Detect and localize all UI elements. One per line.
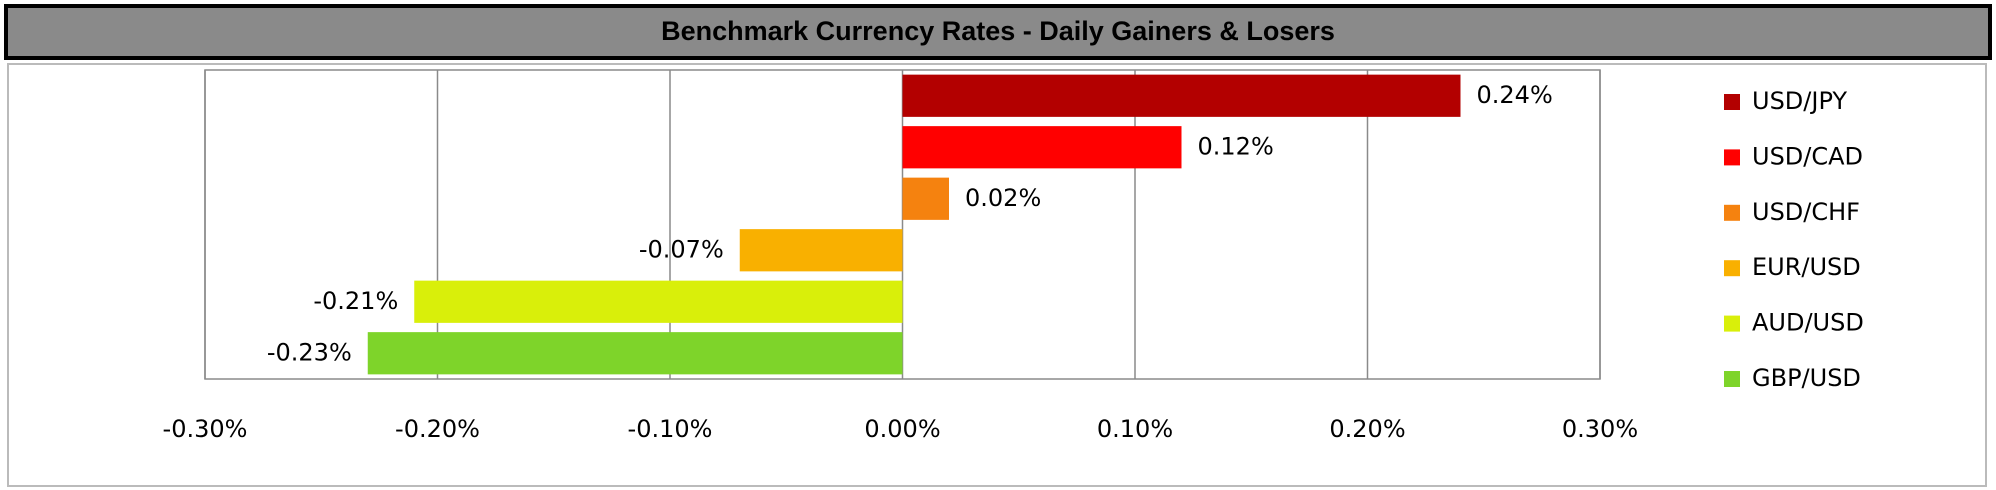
bar bbox=[414, 280, 903, 323]
legend-label: USD/CHF bbox=[1752, 198, 1860, 226]
legend-swatch bbox=[1724, 260, 1740, 277]
legend-label: AUD/USD bbox=[1752, 309, 1864, 337]
chart-title: Benchmark Currency Rates - Daily Gainers… bbox=[661, 16, 1335, 46]
title-bar bbox=[4, 4, 1992, 60]
legend-label: USD/JPY bbox=[1752, 87, 1847, 115]
legend-label: EUR/USD bbox=[1752, 253, 1861, 281]
value-label: 0.02% bbox=[965, 184, 1041, 212]
bar bbox=[739, 229, 903, 272]
legend-swatch bbox=[1724, 371, 1740, 387]
value-label: 0.12% bbox=[1198, 132, 1274, 160]
bar bbox=[902, 177, 949, 220]
legend-swatch bbox=[1724, 315, 1740, 332]
bar bbox=[902, 126, 1182, 169]
value-label: 0.24% bbox=[1477, 81, 1553, 109]
legend-swatch bbox=[1724, 94, 1740, 110]
value-label: -0.07% bbox=[639, 235, 724, 263]
legend-label: GBP/USD bbox=[1752, 364, 1861, 392]
x-tick-label: 0.00% bbox=[864, 415, 940, 443]
legend-label: USD/CAD bbox=[1752, 142, 1863, 170]
bar bbox=[902, 74, 1461, 117]
value-label: -0.23% bbox=[267, 338, 352, 366]
x-tick-label: 0.20% bbox=[1329, 415, 1405, 443]
bar bbox=[367, 332, 903, 375]
legend-swatch bbox=[1724, 204, 1740, 221]
x-tick-label: 0.30% bbox=[1562, 415, 1638, 443]
x-tick-label: -0.20% bbox=[395, 415, 480, 443]
x-tick-label: -0.30% bbox=[163, 415, 248, 443]
legend-swatch bbox=[1724, 149, 1740, 166]
value-label: -0.21% bbox=[313, 287, 398, 315]
x-tick-label: -0.10% bbox=[628, 415, 713, 443]
x-tick-label: 0.10% bbox=[1097, 415, 1173, 443]
